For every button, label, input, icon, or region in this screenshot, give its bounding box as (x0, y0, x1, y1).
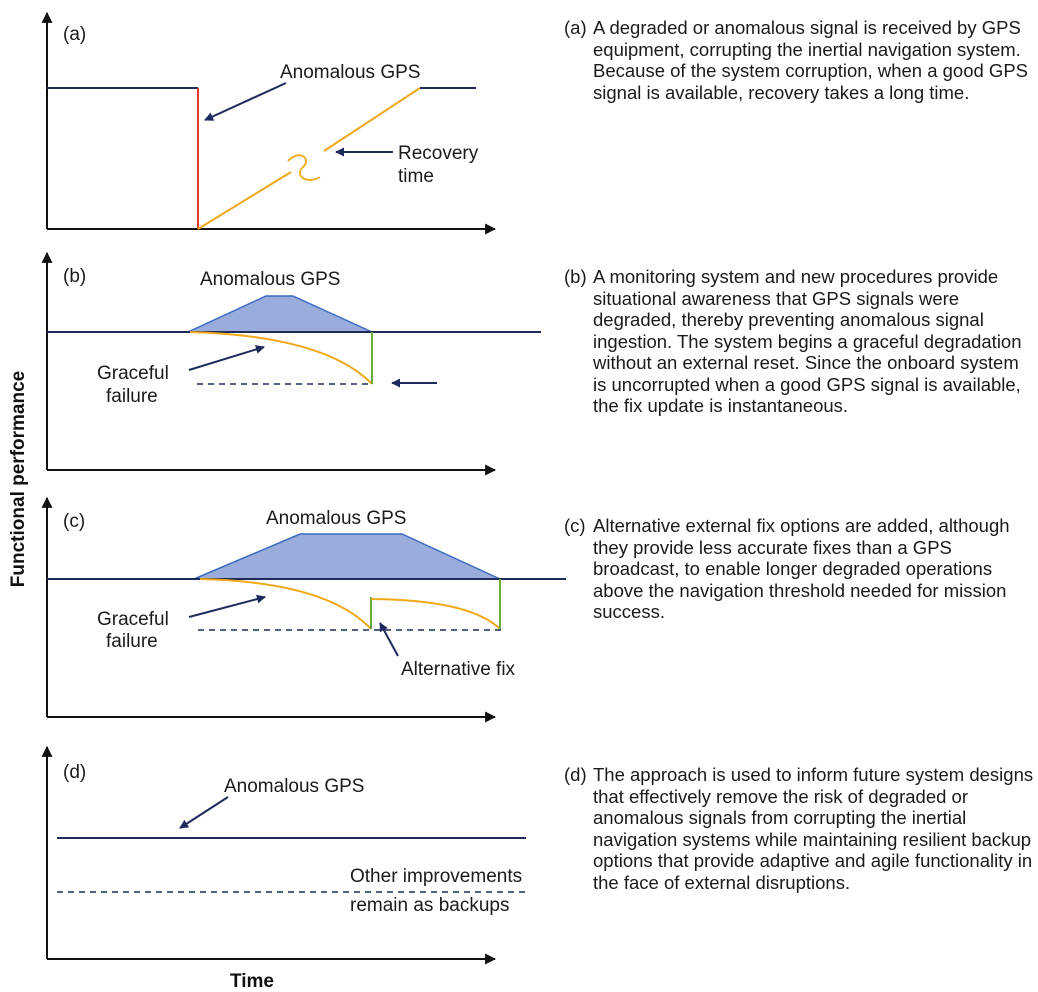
panel-d-anomalous-arrow (179, 796, 229, 829)
panel-c-alt-fix-curve (370, 598, 501, 630)
description-d-text: The approach is used to inform future sy… (593, 764, 1034, 893)
description-a-key: (a) (564, 17, 587, 38)
description-c-key: (c) (564, 515, 586, 536)
panel-b-graceful-label-1: Graceful (97, 363, 169, 384)
panel-a-anomalous-arrow (204, 82, 287, 121)
panel-d-other-label-2: remain as backups (350, 895, 509, 916)
description-d-key: (d) (564, 764, 587, 785)
description-b: (b) A monitoring system and new procedur… (564, 266, 1034, 417)
panel-d-anomalous-label: Anomalous GPS (224, 776, 364, 797)
description-b-key: (b) (564, 266, 587, 287)
panel-b-anomaly-region (187, 295, 373, 333)
panel-c-graceful-label-2: failure (106, 631, 158, 652)
description-c-text: Alternative external fix options are add… (593, 515, 1010, 622)
y-axis-title: Functional performance (8, 371, 29, 587)
panel-a-recovery-line-1 (197, 171, 292, 230)
panel-c-anomaly-region (193, 533, 501, 580)
panel-a-anomalous-label: Anomalous GPS (280, 62, 420, 83)
panel-b-graceful-curve (189, 331, 373, 385)
panel-c-graceful-curve (199, 578, 372, 630)
panel-c-anomalous-label: Anomalous GPS (266, 508, 406, 529)
description-a: (a) A degraded or anomalous signal is re… (564, 17, 1034, 103)
panel-c: (c) Anomalous GPS Graceful failure Alter… (41, 496, 566, 723)
panel-b: (b) Anomalous GPS Graceful failure (41, 251, 541, 476)
panel-a-recovery-label-2: time (398, 166, 434, 187)
panel-a-recovery-label-1: Recovery (398, 143, 479, 164)
panel-c-alternative-label: Alternative fix (401, 659, 516, 680)
panel-b-letter: (b) (63, 266, 86, 287)
panel-d-other-label-1: Other improvements (350, 866, 522, 887)
description-d: (d) The approach is used to inform futur… (564, 764, 1034, 893)
panel-c-alt-fix-arrow (379, 622, 399, 657)
description-b-text: A monitoring system and new procedures p… (593, 266, 1022, 416)
panel-a-recovery-line-2 (323, 87, 421, 152)
description-a-text: A degraded or anomalous signal is receiv… (593, 17, 1028, 103)
panel-c-graceful-label-1: Graceful (97, 609, 169, 630)
panel-d-letter: (d) (63, 762, 86, 783)
x-axis-title: Time (230, 971, 274, 992)
panel-d: (d) Anomalous GPS Other improvements rem… (41, 745, 526, 965)
panel-a: (a) Anomalous GPS Recovery time (41, 11, 497, 235)
panel-c-graceful-arrow (188, 594, 266, 618)
panel-a-letter: (a) (63, 24, 86, 45)
panel-b-graceful-arrow (188, 345, 265, 371)
panel-a-break-mark (287, 154, 321, 181)
description-c: (c) Alternative external fix options are… (564, 515, 1034, 623)
panel-b-graceful-label-2: failure (106, 386, 158, 407)
panel-c-letter: (c) (63, 511, 85, 532)
panel-b-anomalous-label: Anomalous GPS (200, 269, 340, 290)
